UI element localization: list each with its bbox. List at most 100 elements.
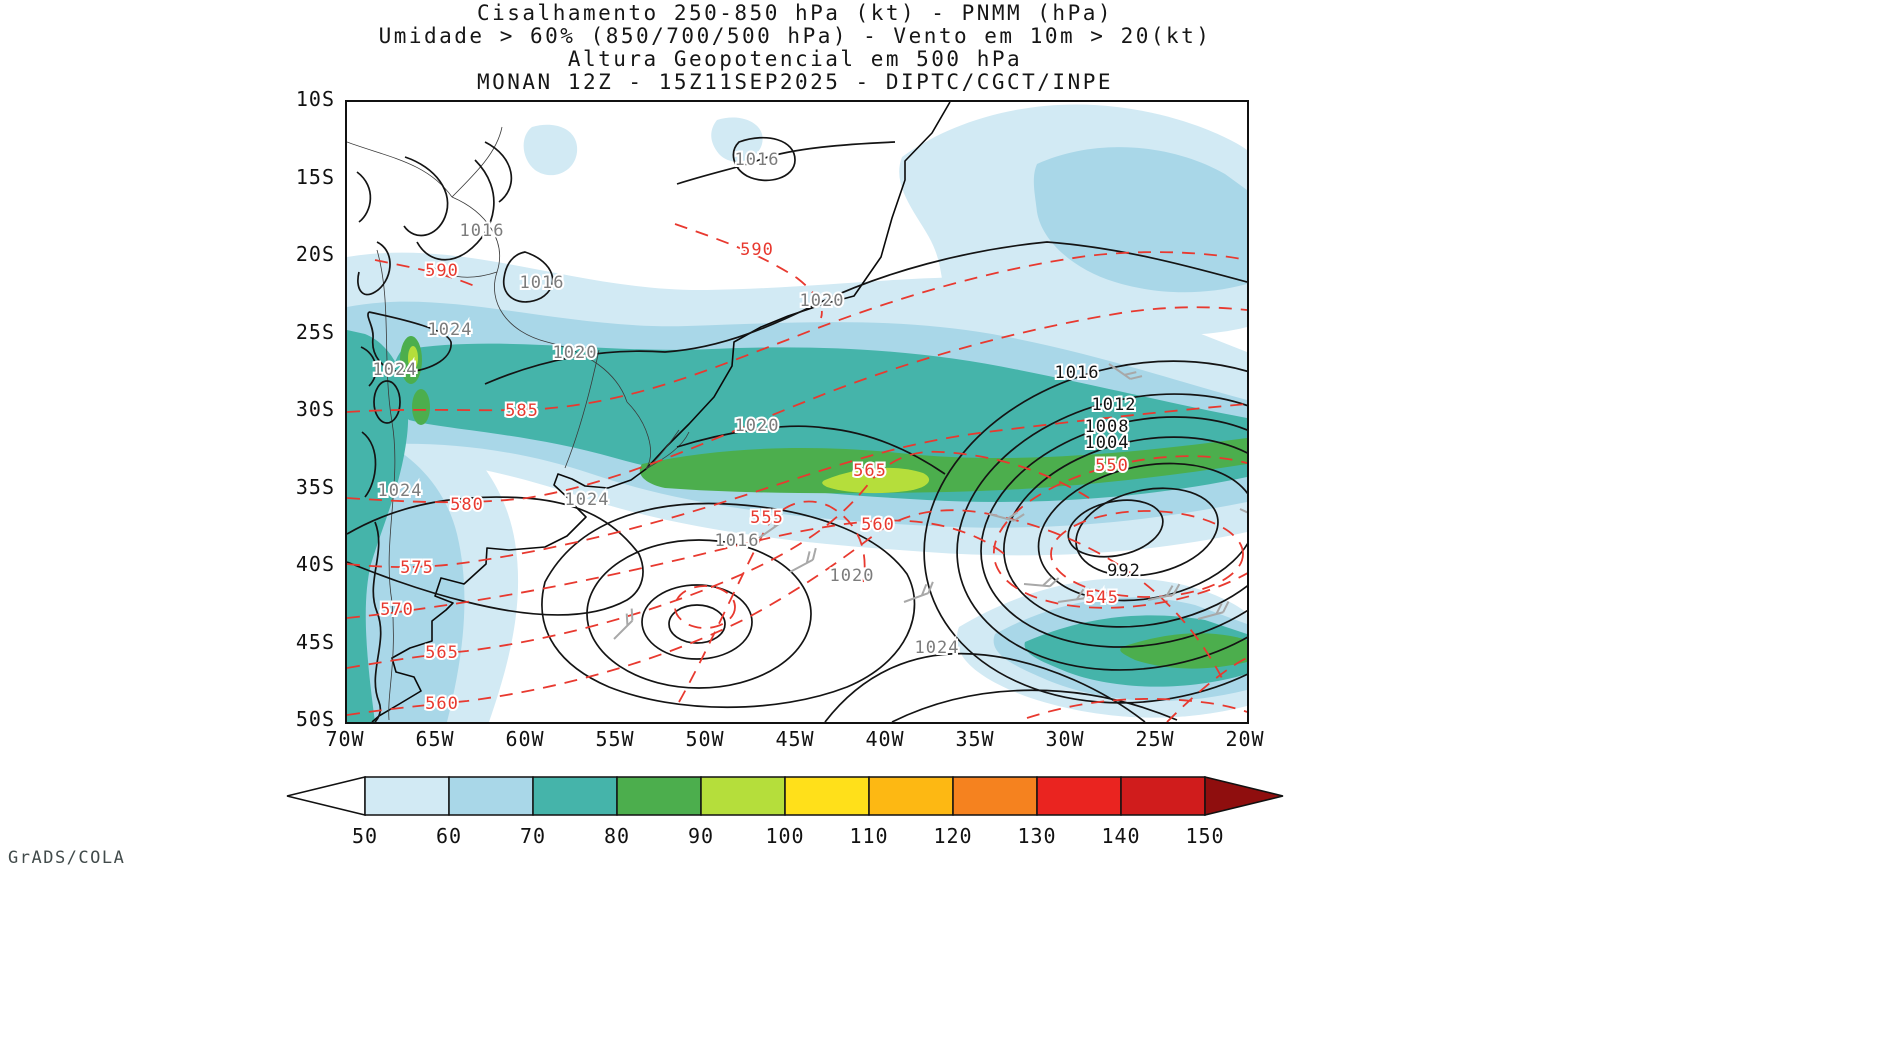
geopotential-label: 590 (740, 240, 774, 260)
wind-barb (1197, 601, 1230, 620)
pnmm-label: 1020 (830, 566, 875, 586)
isobar (732, 136, 796, 182)
isohypse-corner (1166, 657, 1247, 722)
shade-80-corner (1120, 633, 1247, 669)
isohypse-555 (678, 500, 866, 703)
lon-tick-50w: 50W (685, 727, 725, 751)
terrain-contour (361, 431, 377, 498)
wind-barb (903, 581, 934, 603)
colorbar-box (1120, 776, 1206, 816)
wind-barb (1108, 363, 1143, 380)
lon-tick-20w: 20W (1225, 727, 1265, 751)
wind-barb (789, 547, 817, 573)
pnmm-label: 1008 (1085, 417, 1130, 437)
wind-barb (758, 511, 783, 539)
colorbar-box (868, 776, 954, 816)
pnmm-label: 1024 (378, 481, 423, 501)
lon-tick-40w: 40W (865, 727, 905, 751)
geopotential-label: 580 (450, 495, 484, 515)
geopotential-label: 555 (750, 508, 784, 528)
pnmm-label: 1020 (735, 416, 780, 436)
river-line (564, 349, 600, 469)
colorbar-tick: 80 (603, 824, 631, 848)
pnmm-label: 1016 (735, 150, 780, 170)
terrain-contour (356, 171, 372, 223)
pnmm-label: 1024 (373, 360, 418, 380)
isobar (416, 159, 495, 261)
lat-tick-35s: 35S (295, 475, 335, 499)
colorbar-tick: 60 (435, 824, 463, 848)
geopotential-label: 565 (425, 643, 459, 663)
shade-80-spot-b (412, 389, 430, 425)
pnmm-label: 1016 (1055, 363, 1100, 383)
country-border (426, 261, 498, 278)
wind-barb (1023, 576, 1060, 588)
colorbar-tick: 110 (849, 824, 889, 848)
isohypse-small-loop (674, 585, 736, 629)
isobar-1016-ring (923, 360, 1247, 704)
colorbar-box (952, 776, 1038, 816)
map-svg: 1016 1016 1016 1020 1024 1020 1024 1016 … (347, 102, 1247, 722)
contour-labels: 1016 1016 1016 1020 1024 1020 1024 1016 … (371, 148, 1142, 716)
colorbar-tick: 120 (933, 824, 973, 848)
isohypse-south (1026, 698, 1247, 719)
south-america-coastline (371, 102, 951, 722)
lagoon-outline (646, 429, 680, 469)
wind-barb (1147, 583, 1181, 601)
shade-60-northeast (1033, 147, 1247, 293)
isobar (502, 251, 554, 303)
isobar-1016-loop (586, 539, 812, 689)
pnmm-label: 1004 (1085, 433, 1130, 453)
wind-barb (988, 511, 1025, 522)
isobar-1024-north (367, 311, 452, 373)
lon-tick-60w: 60W (505, 727, 545, 751)
lon-tick-25w: 25W (1135, 727, 1175, 751)
colorbar-box (700, 776, 786, 816)
wind-barb (613, 608, 634, 640)
lat-tick-10s: 10S (295, 87, 335, 111)
geopotential-label: 590 (425, 261, 459, 281)
grads-cola-credit: GrADS/COLA (8, 848, 126, 868)
isohypse-545-loop (1050, 510, 1244, 598)
lat-tick-30s: 30S (295, 397, 335, 421)
colorbar-right-arrow (1204, 776, 1284, 816)
pnmm-label: 1012 (1092, 395, 1137, 415)
small-low-ring (641, 584, 753, 660)
lon-tick-55w: 55W (595, 727, 635, 751)
wind-barb (1057, 587, 1092, 603)
lat-tick-15s: 15S (295, 165, 335, 189)
isobar-south (891, 689, 1178, 722)
isobar-1004-ring (1003, 436, 1247, 628)
pnmm-label: 1020 (800, 291, 845, 311)
country-border (451, 196, 628, 403)
lon-tick-70w: 70W (325, 727, 365, 751)
isobar-1024-high (347, 496, 644, 616)
colorbar-box (1036, 776, 1122, 816)
pnmm-label: 1024 (915, 638, 960, 658)
colorbar-box (364, 776, 450, 816)
country-border (645, 431, 690, 470)
chart-titles: Cisalhamento 250-850 hPa (kt) - PNMM (hP… (345, 2, 1245, 94)
colorbar-box (448, 776, 534, 816)
isobar-1020-north (484, 241, 1247, 385)
title-line-2: Umidade > 60% (850/700/500 hPa) - Vento … (378, 24, 1212, 48)
lat-tick-25s: 25S (295, 320, 335, 344)
wind-barbs (613, 363, 1247, 640)
isohypse-575 (347, 403, 1247, 568)
colorbar-box (784, 776, 870, 816)
geopotential-label: 565 (853, 461, 887, 481)
wind-barb (1239, 508, 1247, 521)
terrain-contour (372, 521, 382, 722)
isohypse-565 (347, 450, 1090, 669)
colorbar-left-arrow (286, 776, 366, 816)
country-border (376, 249, 396, 721)
shade-90-spot (408, 346, 418, 370)
lat-tick-40s: 40S (295, 552, 335, 576)
geopotential-contour-layer (347, 223, 1247, 722)
geopotential-label: 550 (1095, 456, 1129, 476)
small-low-ring (668, 604, 726, 644)
lon-tick-30w: 30W (1045, 727, 1085, 751)
colorbar-tick: 70 (519, 824, 547, 848)
terrain-contour (360, 346, 377, 387)
lat-tick-50s: 50S (295, 707, 335, 731)
